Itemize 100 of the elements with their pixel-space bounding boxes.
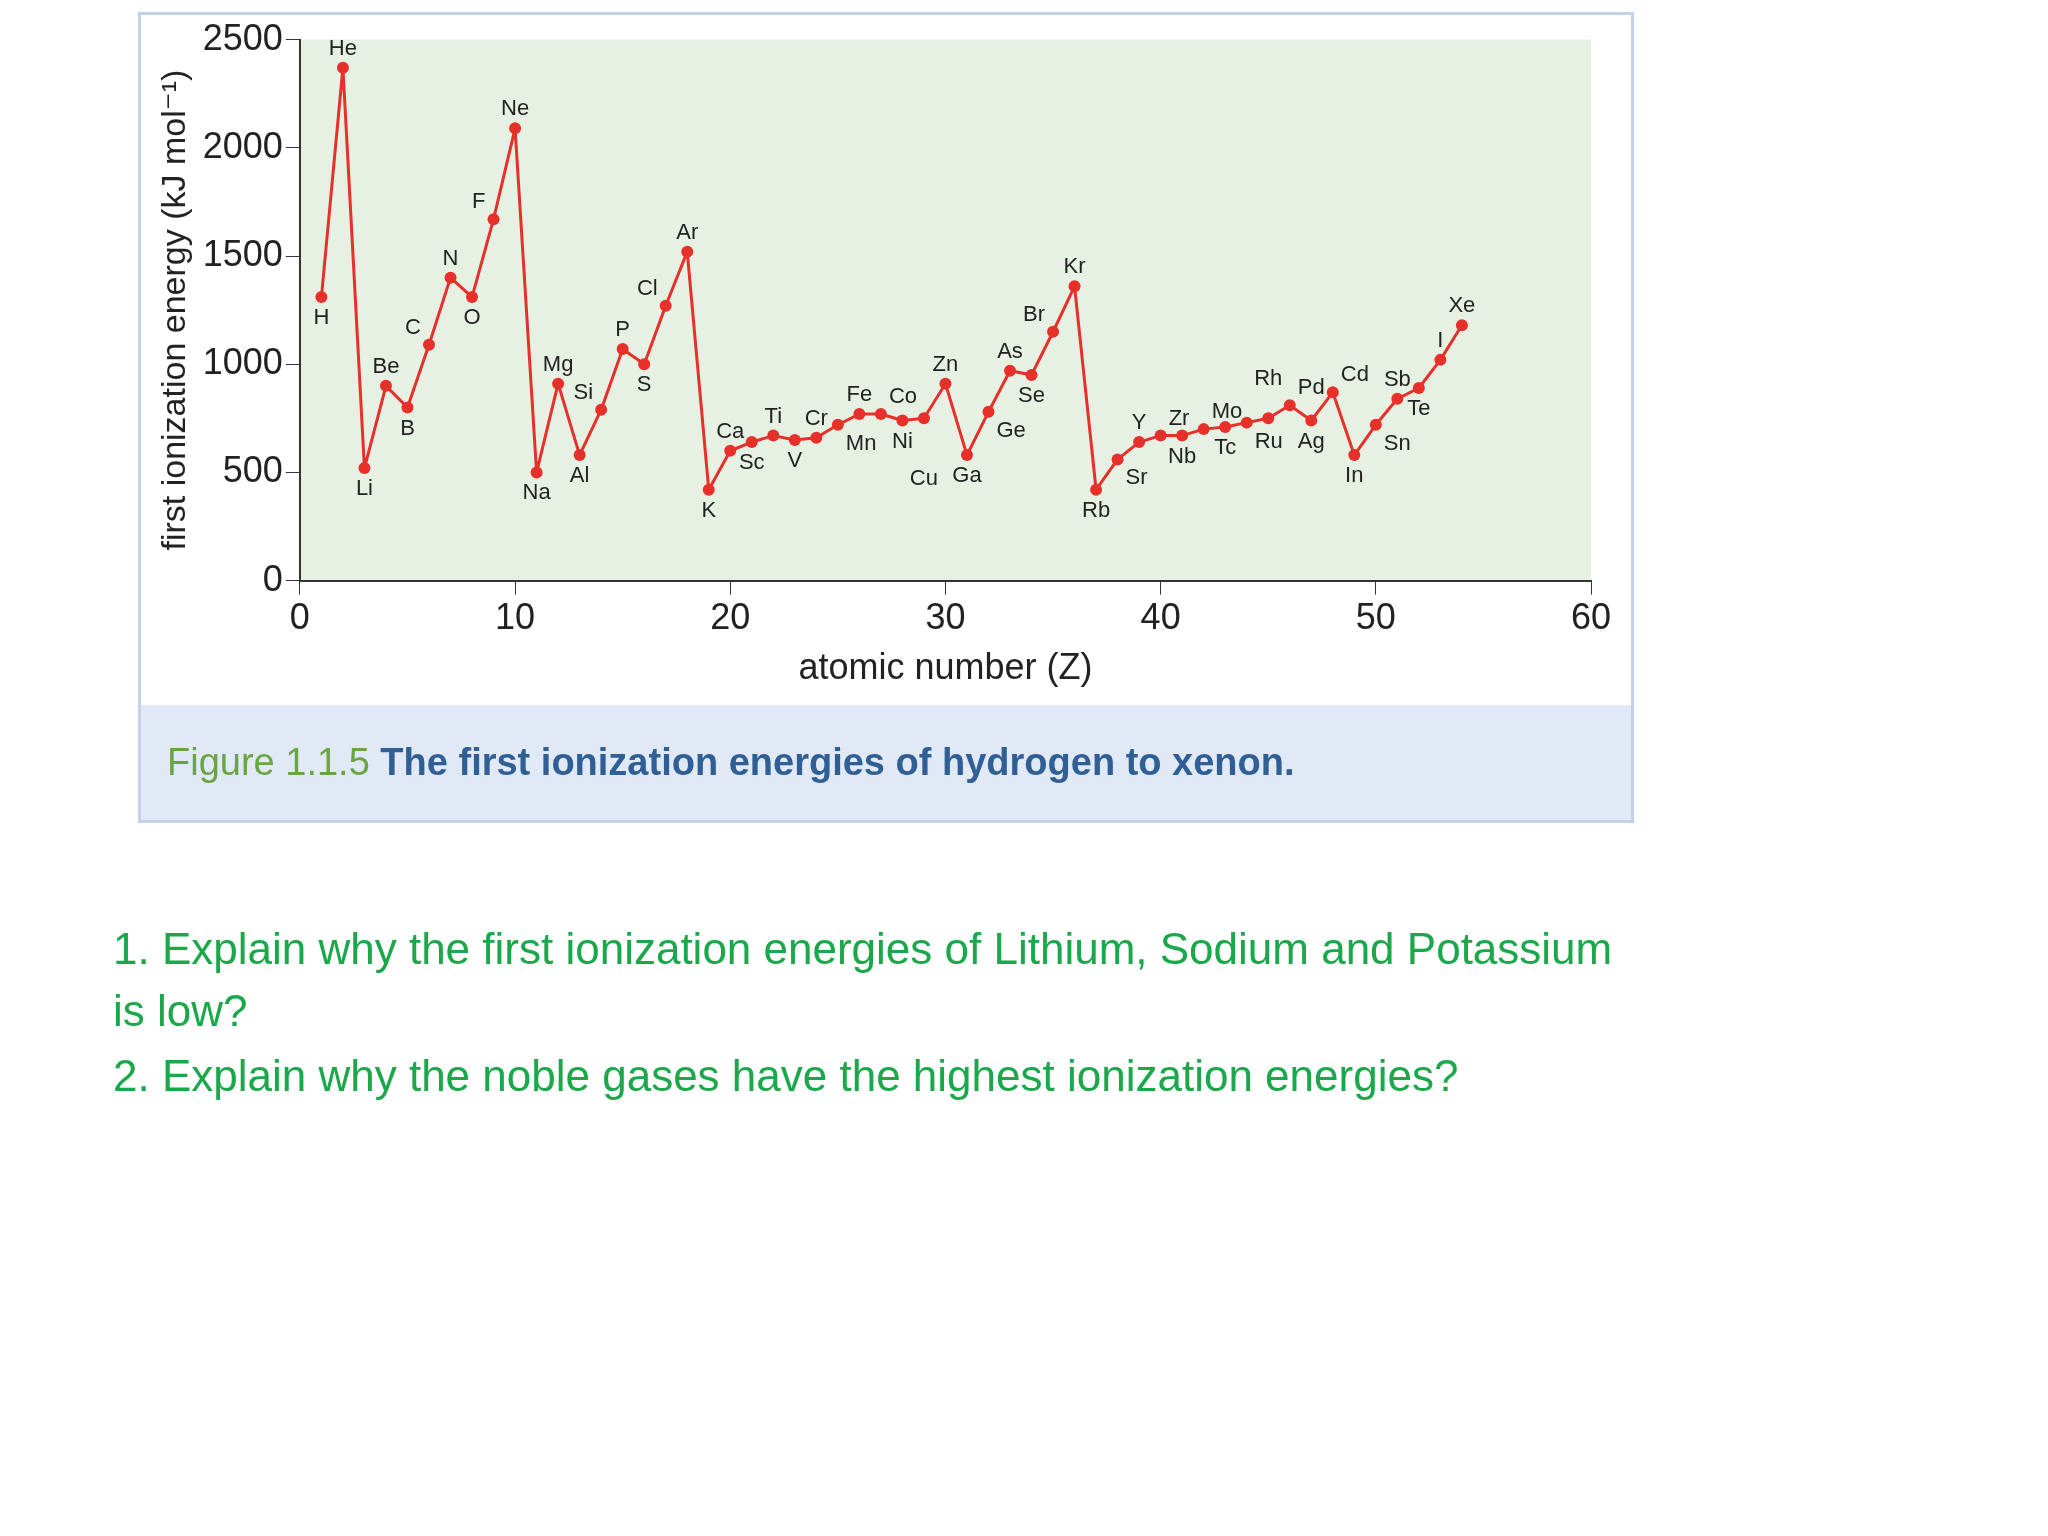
annotation: Si [573,378,594,404]
point [1090,483,1103,496]
annotation: Cd [1340,361,1369,387]
point [745,436,758,449]
annotation: Al [569,462,590,488]
annotation: H [313,304,330,330]
annotation: S [636,371,652,397]
point [1305,414,1318,427]
text: 2. Explain why the noble gases have the highest ionization energies? [113,1050,1460,1103]
x-tick-label: 40 [1140,596,1181,638]
y-tick-label: 500 [222,449,283,491]
annotation: Li [355,475,374,501]
point [1025,369,1038,382]
point [315,291,328,304]
point [336,61,349,74]
annotation: Mo [1211,398,1243,424]
point [466,291,479,304]
annotation: Fe [846,381,873,407]
annotation: Xe [1448,292,1476,318]
point [917,412,930,425]
annotation: Rh [1254,365,1283,391]
point [552,377,565,390]
y-tick-label: 2500 [202,16,283,58]
point [1391,392,1404,405]
point [1412,382,1425,394]
x-tick-label: 0 [289,596,310,638]
point [659,299,672,312]
annotation: Ne [501,95,530,121]
annotation: P [615,316,631,342]
annotation: Be [372,352,400,378]
point [767,429,780,442]
point [379,379,392,392]
point [423,338,435,351]
point [1434,353,1447,366]
x-axis-title: atomic number (Z) [798,646,1093,688]
annotation: Se [1018,382,1045,408]
point [681,245,694,258]
point [616,343,629,356]
annotation: B [400,414,415,440]
point [487,213,500,226]
annotation: As [997,337,1023,363]
annotation: Zr [1168,404,1190,430]
annotation: Mn [845,429,877,455]
point [1154,429,1167,442]
point [1111,453,1124,466]
annotation: Ca [716,417,746,443]
y-tick-label: 1000 [202,341,283,383]
text: 1. Explain why the first ionization energies of Lithium, Sodium and Potassium is low? [113,923,1613,1037]
annotation: O [463,304,481,330]
y-tick-label: 0 [262,557,283,599]
annotation: Sb [1383,365,1411,391]
annotation: Pd [1297,374,1325,400]
point [530,466,543,479]
annotation: C [405,313,422,339]
y-tick-label: 2000 [202,124,283,166]
point [810,431,823,444]
point [638,358,651,371]
annotation: Sr [1125,464,1148,490]
annotation: Y [1131,409,1147,435]
annotation: Nb [1168,442,1197,468]
annotation: Ru [1254,427,1283,453]
point [1219,420,1232,433]
annotation: Ge [996,416,1026,442]
annotation: F [472,188,486,214]
point [444,271,457,284]
point [1176,429,1189,442]
point [401,401,414,414]
annotation: Tc [1214,434,1237,460]
annotation: Ti [764,402,783,428]
annotation: Mg [542,350,574,376]
annotation: Cr [804,404,828,430]
annotation: V [787,447,803,472]
caption: Figure 1.1.5 The first ionization energies of hydrogen to xenon. [167,741,1295,783]
annotation: Na [522,479,552,505]
point [1455,319,1468,332]
annotation: In [1345,462,1364,488]
point [724,444,737,457]
annotation: Sc [738,449,765,475]
point [788,433,801,446]
x-tick-label: 20 [710,596,751,638]
point [1197,423,1210,436]
point [1326,386,1339,399]
point [1047,325,1060,338]
point [831,418,844,431]
y-tick-label: 1500 [202,232,283,274]
point [1262,412,1275,425]
y-axis-title: first ionization energy (kJ mol⁻¹) [153,69,192,551]
x-tick-label: 60 [1570,596,1612,638]
annotation: Zn [932,350,959,376]
point [509,122,522,135]
point [1068,280,1081,293]
annotation: I [1437,326,1444,352]
annotation: Te [1407,395,1431,421]
point [1283,399,1296,412]
point [358,462,371,475]
annotation: Sn [1383,429,1411,455]
point [1133,436,1146,449]
point [853,407,866,420]
annotation: Rb [1082,496,1111,522]
annotation: K [701,496,717,522]
